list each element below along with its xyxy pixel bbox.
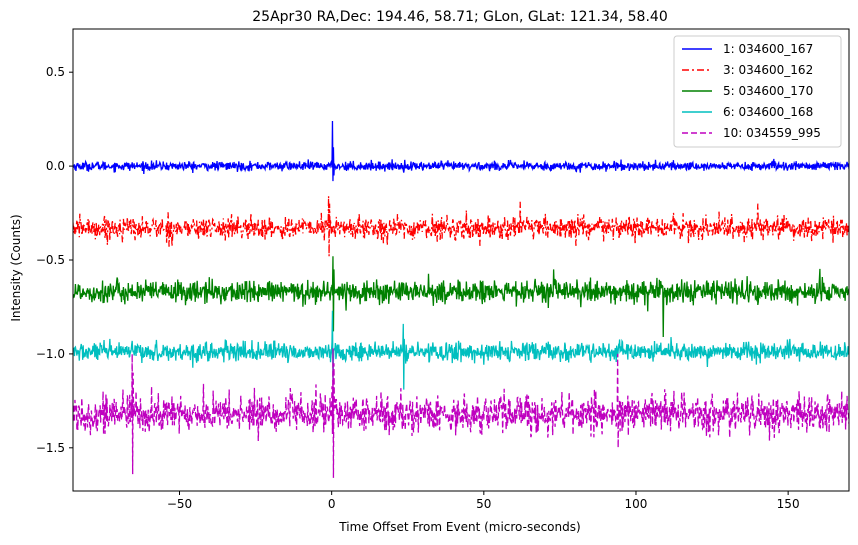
x-axis-label: Time Offset From Event (micro-seconds) [338, 520, 580, 534]
plot-area [73, 121, 849, 478]
legend-box [673, 35, 842, 148]
x-tick-label: 50 [476, 497, 491, 511]
y-tick-label: −1.5 [36, 441, 65, 455]
y-tick-label: −1.0 [36, 347, 65, 361]
y-tick-label: 0.5 [46, 65, 65, 79]
x-tick-label: 100 [625, 497, 648, 511]
x-tick-label: 0 [328, 497, 336, 511]
x-tick-label: −50 [167, 497, 192, 511]
legend-label: 10: 034559_995 [723, 126, 821, 140]
y-axis-label: Intensity (Counts) [9, 214, 23, 321]
legend-label: 6: 034600_168 [723, 105, 813, 119]
series-line-5 [73, 348, 849, 478]
series-line-3 [73, 256, 849, 338]
legend: 1: 034600_167 3: 034600_162 5: 034600_170 6… [673, 35, 842, 148]
series-line-4 [73, 310, 849, 390]
axes: −50 0 50 100 150 0.5 0.0 −0.5 −1.0 −1.5 [36, 28, 850, 511]
legend-label: 1: 034600_167 [723, 42, 813, 56]
series-line-2 [73, 196, 849, 257]
legend-label: 5: 034600_170 [723, 84, 813, 98]
chart-title: 25Apr30 RA,Dec: 194.46, 58.71; GLon, GLa… [252, 9, 667, 25]
y-tick-label: 0.0 [46, 159, 65, 173]
legend-label: 3: 034600_162 [723, 63, 813, 77]
series-line-1 [73, 121, 849, 182]
y-tick-label: −0.5 [36, 253, 65, 267]
x-tick-label: 150 [777, 497, 800, 511]
